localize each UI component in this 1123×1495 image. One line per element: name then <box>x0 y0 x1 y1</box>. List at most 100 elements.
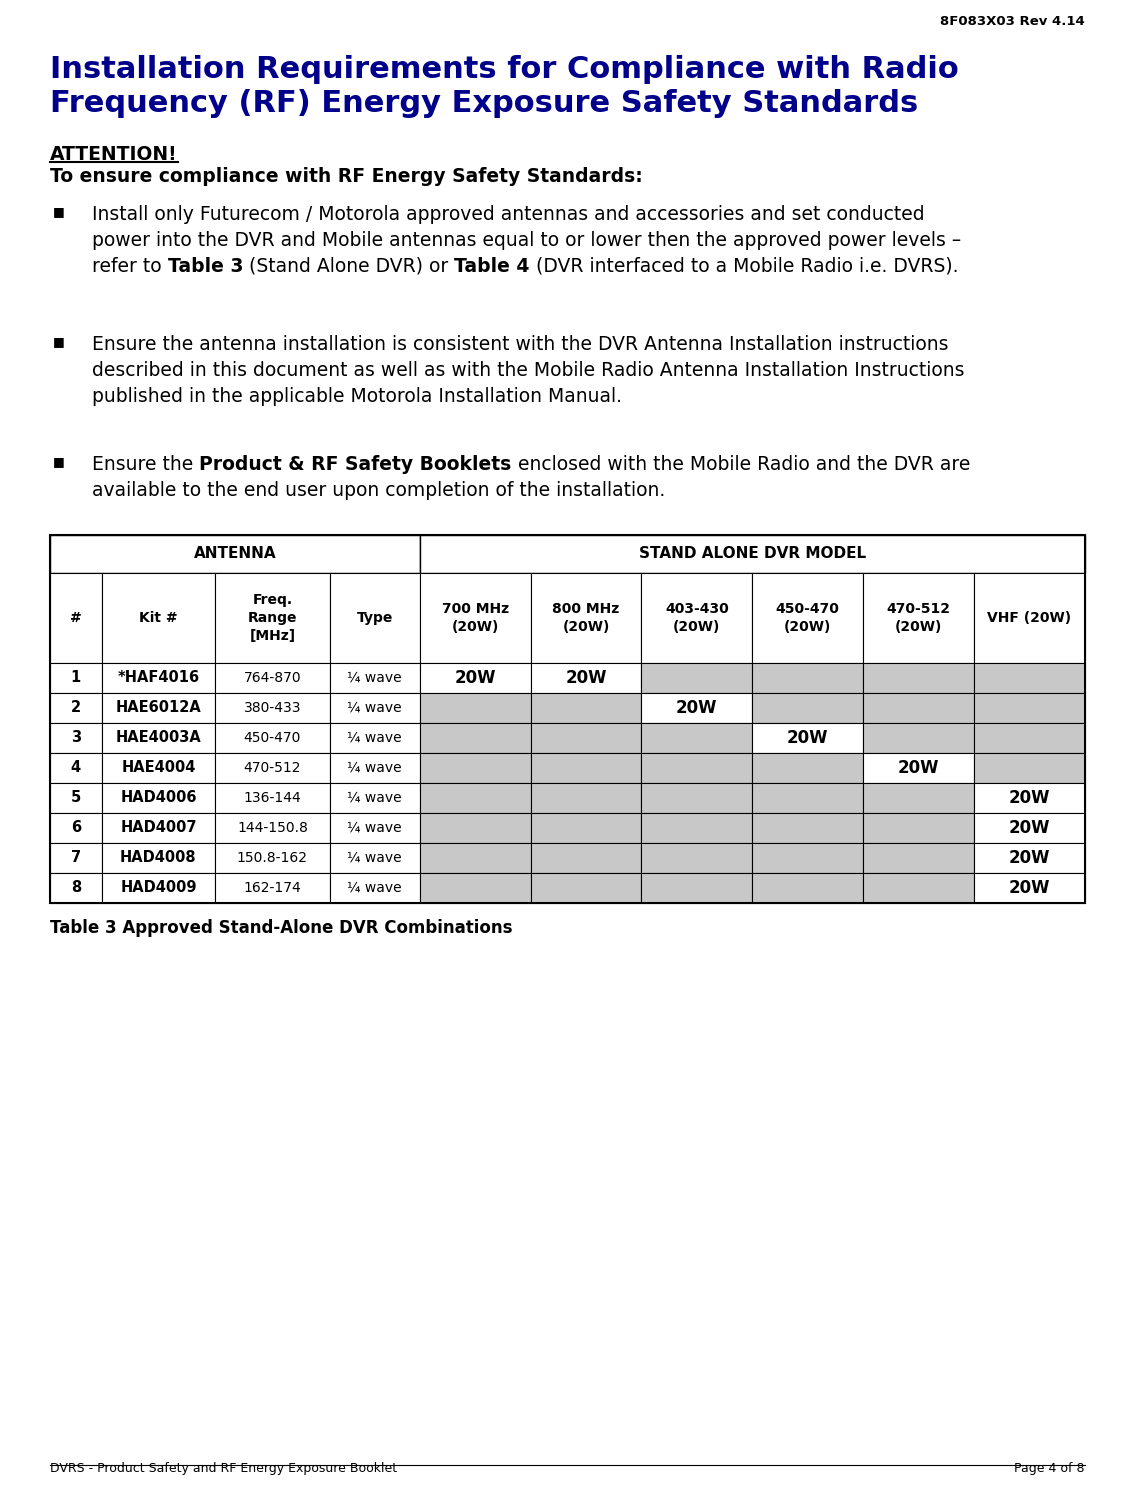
Text: 136-144: 136-144 <box>244 791 301 804</box>
Text: Installation Requirements for Compliance with Radio: Installation Requirements for Compliance… <box>51 55 959 84</box>
Text: HAE6012A: HAE6012A <box>116 701 201 716</box>
Bar <box>420 843 530 873</box>
Text: 4: 4 <box>71 761 81 776</box>
Text: ¼ wave: ¼ wave <box>347 791 402 804</box>
Text: 700 MHz
(20W): 700 MHz (20W) <box>441 602 509 634</box>
Bar <box>752 724 864 753</box>
Bar <box>864 843 974 873</box>
Bar <box>216 724 330 753</box>
Bar <box>974 873 1085 903</box>
Bar <box>641 753 752 783</box>
Text: HAD4008: HAD4008 <box>120 851 197 866</box>
Bar <box>330 843 420 873</box>
Text: ¼ wave: ¼ wave <box>347 851 402 866</box>
Text: ¼ wave: ¼ wave <box>347 731 402 745</box>
Text: 20W: 20W <box>898 759 940 777</box>
Text: (Stand Alone DVR) or: (Stand Alone DVR) or <box>243 257 455 277</box>
Text: 20W: 20W <box>1008 819 1050 837</box>
Text: 470-512: 470-512 <box>244 761 301 774</box>
Bar <box>864 662 974 694</box>
Text: 20W: 20W <box>676 700 718 718</box>
Text: 2: 2 <box>71 701 81 716</box>
Text: HAD4009: HAD4009 <box>120 881 197 896</box>
Bar <box>216 783 330 813</box>
Bar <box>51 535 1085 903</box>
Bar <box>216 662 330 694</box>
Text: 8: 8 <box>71 881 81 896</box>
Bar <box>51 535 420 573</box>
Bar <box>974 694 1085 724</box>
Bar <box>974 662 1085 694</box>
Bar <box>216 843 330 873</box>
Text: described in this document as well as with the Mobile Radio Antenna Installation: described in this document as well as wi… <box>92 360 965 380</box>
Bar <box>420 783 530 813</box>
Text: #: # <box>70 611 82 625</box>
Bar <box>420 573 530 662</box>
Text: HAE4003A: HAE4003A <box>116 731 201 746</box>
Bar <box>752 662 864 694</box>
Bar <box>530 843 641 873</box>
Bar <box>330 573 420 662</box>
Bar <box>530 813 641 843</box>
Bar <box>974 753 1085 783</box>
Bar <box>752 753 864 783</box>
Bar <box>102 694 216 724</box>
Text: 8F083X03 Rev 4.14: 8F083X03 Rev 4.14 <box>940 15 1085 28</box>
Text: 3: 3 <box>71 731 81 746</box>
Text: 150.8-162: 150.8-162 <box>237 851 308 866</box>
Bar <box>216 873 330 903</box>
Bar <box>102 753 216 783</box>
Bar <box>102 662 216 694</box>
Bar <box>641 783 752 813</box>
Text: Page 4 of 8: Page 4 of 8 <box>1014 1462 1085 1476</box>
Bar <box>51 813 102 843</box>
Bar <box>864 753 974 783</box>
Bar <box>330 662 420 694</box>
Text: 5: 5 <box>71 791 81 806</box>
Bar <box>752 843 864 873</box>
Bar <box>420 753 530 783</box>
Text: 800 MHz
(20W): 800 MHz (20W) <box>553 602 620 634</box>
Text: ¼ wave: ¼ wave <box>347 761 402 774</box>
Text: ¼ wave: ¼ wave <box>347 881 402 896</box>
Text: 20W: 20W <box>1008 789 1050 807</box>
Bar <box>51 573 102 662</box>
Bar <box>216 753 330 783</box>
Bar <box>641 873 752 903</box>
Bar <box>420 724 530 753</box>
Bar <box>530 724 641 753</box>
Text: Install only Futurecom / Motorola approved antennas and accessories and set cond: Install only Futurecom / Motorola approv… <box>92 205 924 224</box>
Text: (DVR interfaced to a Mobile Radio i.e. DVRS).: (DVR interfaced to a Mobile Radio i.e. D… <box>530 257 958 277</box>
Bar <box>102 783 216 813</box>
Bar <box>641 662 752 694</box>
Bar <box>420 662 530 694</box>
Bar <box>420 535 1085 573</box>
Text: DVRS - Product Safety and RF Energy Exposure Booklet: DVRS - Product Safety and RF Energy Expo… <box>51 1462 398 1476</box>
Bar <box>530 694 641 724</box>
Text: 144-150.8: 144-150.8 <box>237 821 308 836</box>
Bar <box>51 753 102 783</box>
Text: 20W: 20W <box>1008 849 1050 867</box>
Bar <box>216 573 330 662</box>
Text: ■: ■ <box>53 454 65 468</box>
Text: Table 3 Approved Stand-Alone DVR Combinations: Table 3 Approved Stand-Alone DVR Combina… <box>51 919 512 937</box>
Text: 7: 7 <box>71 851 81 866</box>
Bar <box>641 694 752 724</box>
Text: 403-430
(20W): 403-430 (20W) <box>665 602 729 634</box>
Text: 162-174: 162-174 <box>244 881 301 896</box>
Bar <box>974 813 1085 843</box>
Text: ¼ wave: ¼ wave <box>347 701 402 715</box>
Text: 450-470
(20W): 450-470 (20W) <box>776 602 840 634</box>
Bar <box>216 694 330 724</box>
Bar <box>752 783 864 813</box>
Text: ¼ wave: ¼ wave <box>347 671 402 685</box>
Bar <box>330 783 420 813</box>
Text: Freq.
Range
[MHz]: Freq. Range [MHz] <box>248 592 298 643</box>
Bar <box>864 573 974 662</box>
Bar <box>51 783 102 813</box>
Bar <box>102 573 216 662</box>
Text: 20W: 20W <box>565 668 606 688</box>
Bar <box>102 873 216 903</box>
Bar <box>51 724 102 753</box>
Bar <box>864 813 974 843</box>
